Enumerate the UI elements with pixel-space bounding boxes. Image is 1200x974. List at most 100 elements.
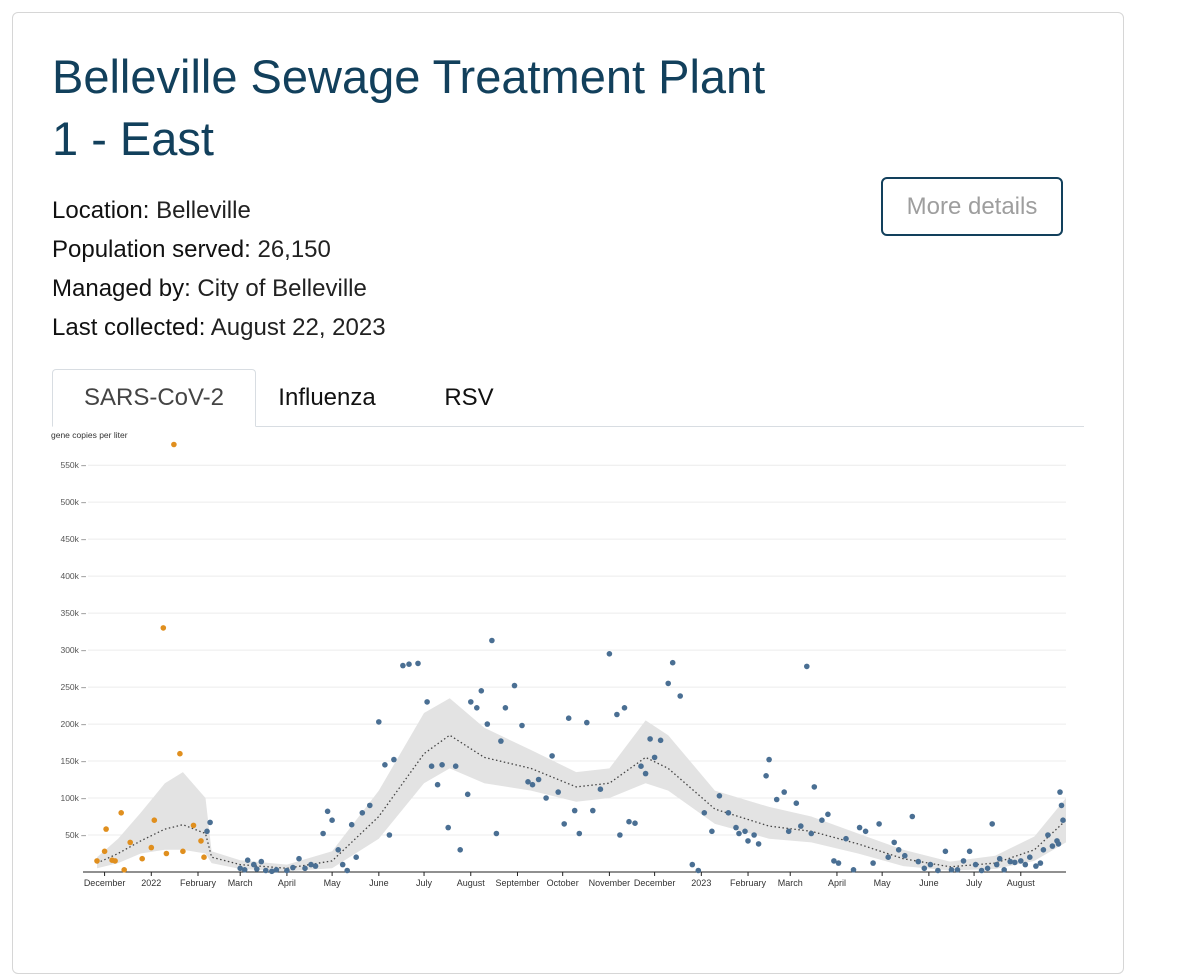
data-point (669, 659, 676, 666)
data-point (535, 776, 542, 783)
data-point (984, 865, 991, 872)
x-tick-label: December (84, 878, 126, 888)
data-point (424, 699, 430, 705)
data-point (269, 868, 275, 875)
data-point (571, 807, 578, 814)
y-tick-label: 200k – (60, 719, 86, 729)
y-tick-label: 500k – (60, 497, 86, 507)
data-point (308, 861, 314, 868)
data-point (736, 830, 742, 837)
more-details-button[interactable]: More details (881, 177, 1063, 236)
data-point (665, 680, 671, 687)
data-point (935, 867, 941, 874)
data-point (1033, 863, 1039, 869)
data-point (755, 841, 762, 847)
data-point (452, 763, 459, 769)
data-point (406, 661, 412, 667)
data-point (819, 817, 825, 823)
data-point (445, 824, 452, 831)
data-point (348, 821, 355, 828)
data-point (428, 763, 435, 769)
trend-line (96, 734, 1067, 869)
data-point (870, 860, 876, 866)
data-point (856, 824, 863, 831)
data-point (597, 786, 604, 792)
data-point (751, 832, 757, 838)
data-point (163, 850, 170, 857)
data-point (177, 750, 183, 757)
data-point (657, 737, 664, 744)
data-point (439, 762, 445, 768)
data-point (745, 838, 751, 844)
data-point (1007, 858, 1013, 865)
data-point (273, 867, 280, 873)
data-point (948, 867, 955, 873)
tab-influenza[interactable]: Influenza (278, 384, 376, 411)
y-tick-label: 100k – (60, 793, 86, 803)
meta-value: 26,150 (250, 236, 331, 263)
data-point (1022, 861, 1029, 868)
data-point (733, 824, 739, 831)
data-point (198, 838, 204, 844)
data-point (785, 828, 792, 835)
data-point (302, 865, 308, 872)
meta-key: Managed by: (52, 275, 191, 302)
meta-value: Belleville (149, 197, 251, 224)
y-tick-label: 350k – (60, 608, 86, 618)
data-point (725, 810, 732, 816)
data-point (207, 819, 213, 826)
data-point (972, 861, 979, 868)
data-point (850, 867, 857, 873)
data-point (1001, 867, 1007, 873)
tabs-divider (52, 426, 1084, 427)
data-point (617, 832, 623, 838)
data-point (954, 867, 961, 873)
meta-location: Location: Belleville (52, 191, 386, 230)
data-point (576, 830, 583, 837)
site-title: Belleville Sewage Treatment Plant 1 - Ea… (52, 50, 766, 165)
data-point (296, 855, 302, 862)
data-point (367, 802, 373, 809)
data-point (1037, 860, 1044, 866)
tab-rsv[interactable]: RSV (444, 384, 494, 411)
data-point (811, 784, 818, 790)
x-tick-label: September (495, 878, 539, 888)
data-point (94, 858, 100, 864)
data-point (835, 860, 842, 866)
data-point (584, 719, 590, 726)
data-point (415, 660, 421, 667)
data-point (555, 789, 561, 795)
x-tick-label: April (828, 878, 846, 888)
data-point (942, 848, 949, 855)
y-tick-label: 250k – (60, 682, 86, 692)
data-point (498, 738, 504, 744)
data-point (121, 867, 127, 873)
data-point (781, 789, 787, 795)
data-point (376, 719, 382, 725)
data-point (561, 821, 567, 827)
site-meta: Location: Belleville Population served: … (52, 191, 386, 347)
y-tick-label: 550k – (60, 460, 86, 470)
data-point (253, 866, 260, 872)
data-point (386, 832, 393, 838)
x-tick-label: May (324, 878, 342, 888)
confidence-band (97, 698, 1066, 872)
data-point (808, 830, 815, 837)
data-point (204, 828, 210, 835)
data-point (201, 854, 207, 860)
data-point (353, 854, 360, 860)
data-point (468, 699, 474, 705)
data-point (118, 810, 124, 816)
data-point (885, 854, 891, 860)
meta-last-collected: Last collected: August 22, 2023 (52, 308, 386, 347)
meta-key: Last collected: (52, 314, 206, 341)
data-point (464, 791, 471, 798)
tab-sars-cov-2[interactable]: SARS-CoV-2 (52, 369, 256, 427)
data-point (151, 817, 158, 823)
data-point (825, 811, 831, 818)
x-tick-label: February (180, 878, 217, 888)
data-point (647, 736, 653, 742)
data-point (237, 865, 243, 872)
data-point (915, 858, 922, 865)
data-point (339, 861, 346, 868)
